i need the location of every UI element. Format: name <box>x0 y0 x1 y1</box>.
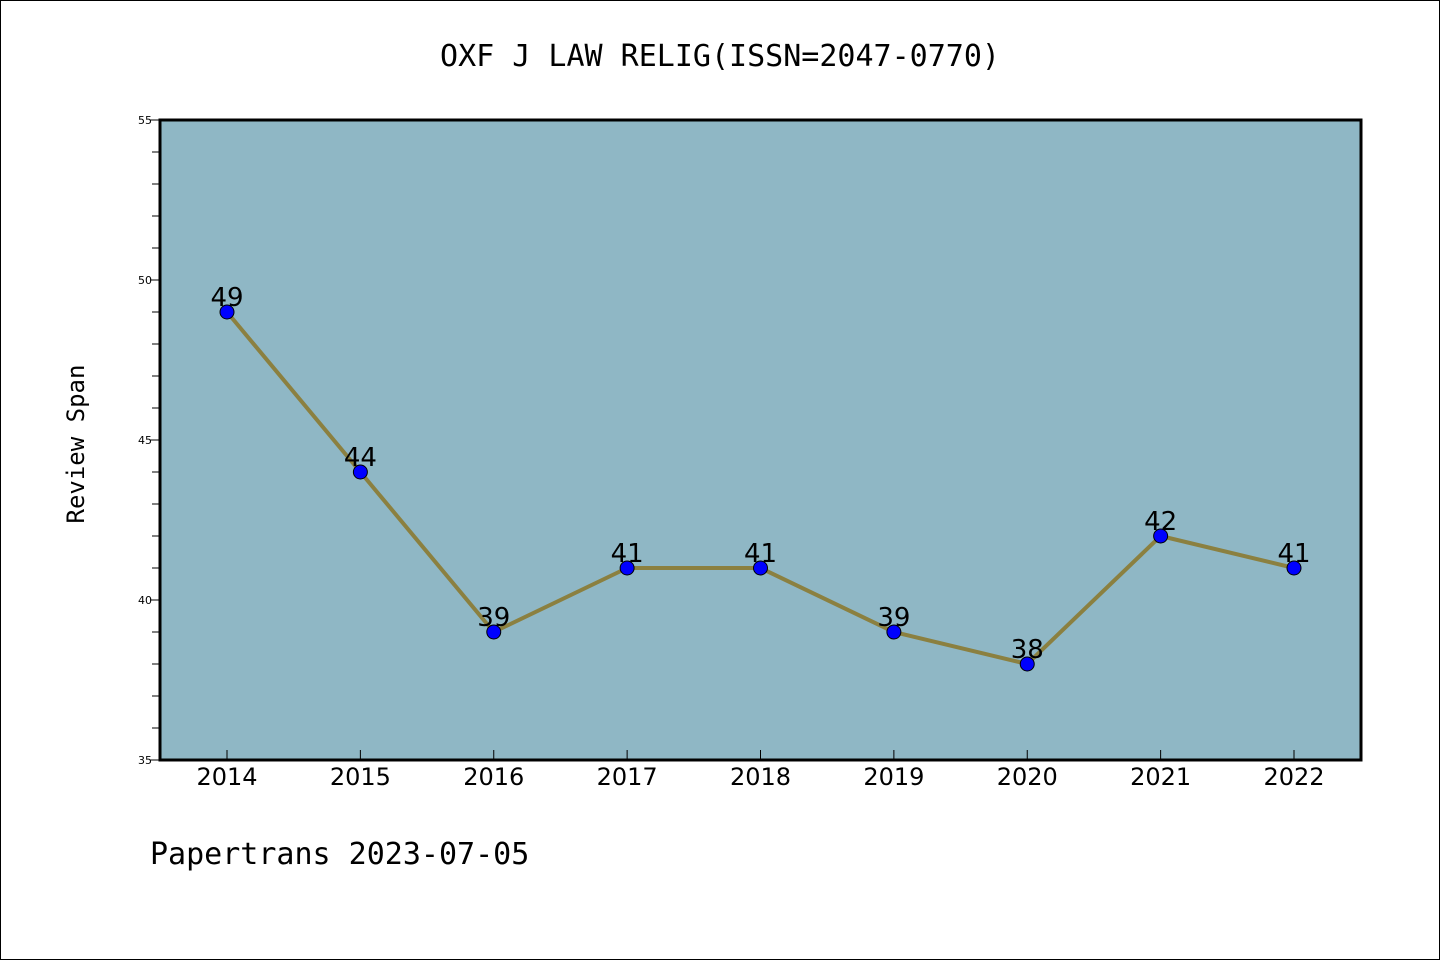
data-label: 41 <box>611 539 644 569</box>
chart-title: OXF J LAW RELIG(ISSN=2047-0770) <box>440 39 1000 74</box>
data-label: 49 <box>210 283 243 313</box>
y-tick-label: 40 <box>138 594 152 607</box>
x-tick-label: 2017 <box>597 763 658 791</box>
data-point <box>886 624 902 640</box>
x-tick-label: 2022 <box>1263 763 1324 791</box>
data-label: 41 <box>1277 539 1310 569</box>
footer-credit: Papertrans 2023-07-05 <box>150 837 529 872</box>
y-tick-label: 35 <box>138 754 152 767</box>
plot-area <box>158 118 1363 762</box>
x-tick-label: 2018 <box>730 763 791 791</box>
x-tick-label: 2019 <box>863 763 924 791</box>
y-axis: 35 40 45 50 55 <box>138 114 160 767</box>
data-point <box>1286 560 1302 576</box>
x-tick-label: 2020 <box>997 763 1058 791</box>
data-point <box>1019 656 1035 672</box>
data-point <box>1153 528 1169 544</box>
data-point <box>619 560 635 576</box>
x-tick-label: 2014 <box>196 763 257 791</box>
data-point <box>486 624 502 640</box>
y-axis-label: Review Span <box>62 365 90 524</box>
data-point <box>352 464 368 480</box>
data-label: 39 <box>477 603 510 633</box>
y-tick-label: 45 <box>138 434 152 447</box>
data-label: 38 <box>1011 635 1044 665</box>
data-label: 41 <box>744 539 777 569</box>
x-axis: 2014 2015 2016 2017 2018 2019 2020 2021 2022 <box>196 750 1325 791</box>
y-tick-label: 55 <box>138 114 152 127</box>
data-point <box>219 304 235 320</box>
x-tick-label: 2021 <box>1130 763 1191 791</box>
series-layer: 49 44 39 41 41 39 38 42 41 <box>210 283 1311 672</box>
data-point <box>753 560 768 576</box>
data-label: 39 <box>877 603 910 633</box>
x-tick-label: 2015 <box>330 763 391 791</box>
x-tick-label: 2016 <box>463 763 524 791</box>
data-label: 44 <box>344 443 377 473</box>
data-label: 42 <box>1144 507 1177 537</box>
y-tick-label: 50 <box>138 274 152 287</box>
